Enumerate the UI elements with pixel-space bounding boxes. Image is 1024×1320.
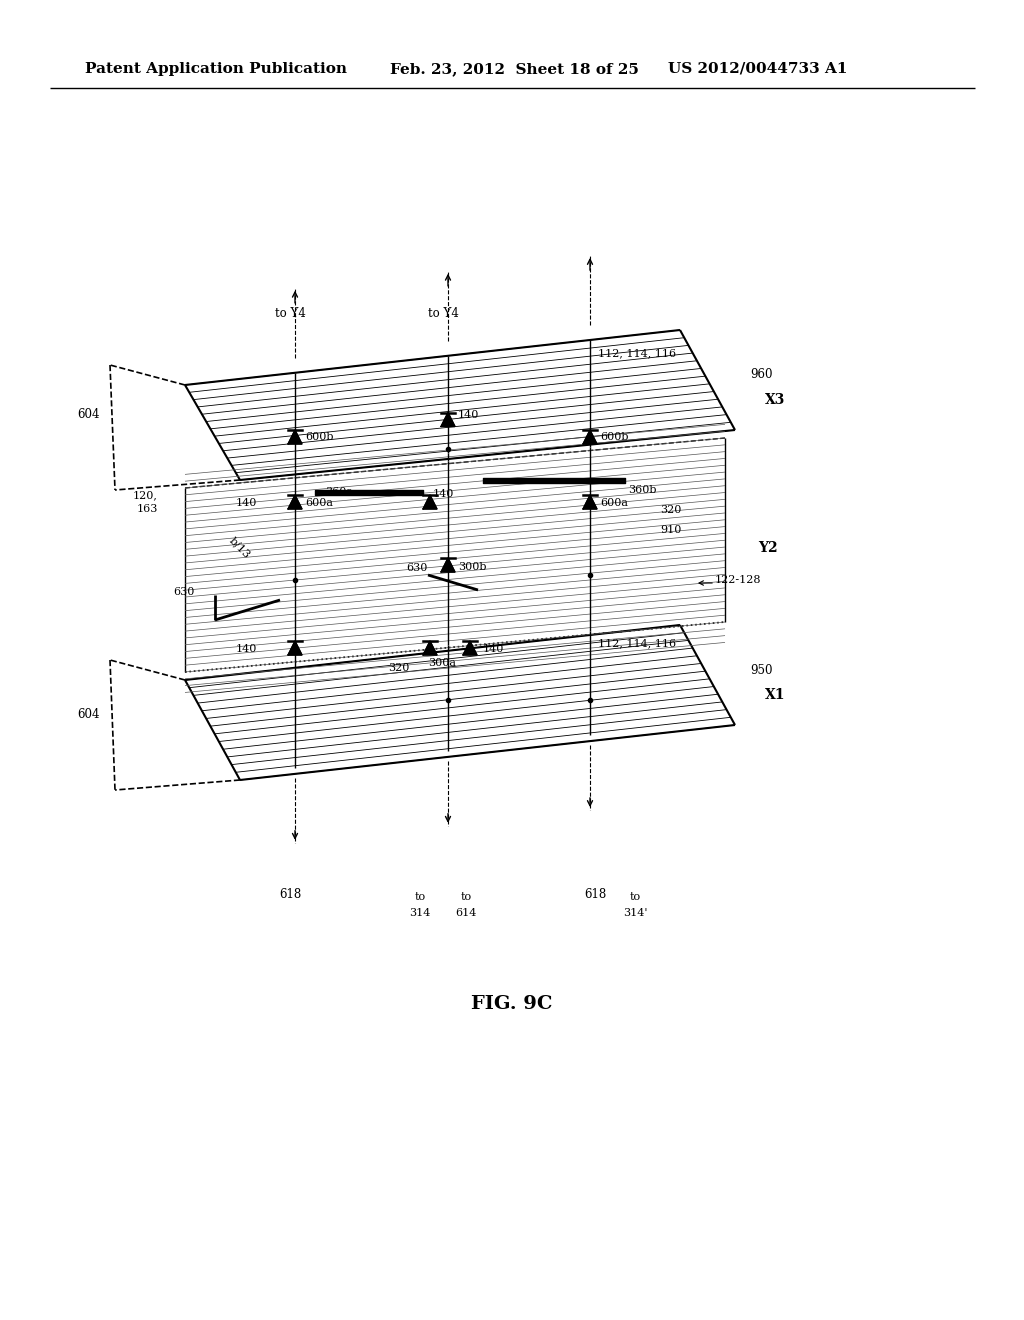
Text: 600b: 600b	[600, 432, 629, 442]
Text: 320: 320	[388, 663, 410, 673]
Text: 320: 320	[660, 506, 681, 515]
Text: Y2: Y2	[758, 541, 777, 554]
Polygon shape	[288, 430, 302, 444]
Text: X3: X3	[765, 393, 785, 407]
Polygon shape	[423, 495, 437, 510]
Text: Patent Application Publication: Patent Application Publication	[85, 62, 347, 77]
Text: 314: 314	[410, 908, 431, 917]
Text: 112, 114, 116: 112, 114, 116	[598, 348, 676, 358]
Text: 618: 618	[279, 888, 301, 902]
Text: 950: 950	[750, 664, 772, 676]
Text: 140: 140	[458, 411, 479, 421]
Polygon shape	[288, 495, 302, 510]
Text: to: to	[415, 892, 426, 902]
Text: 140: 140	[236, 644, 257, 653]
Text: to: to	[630, 892, 641, 902]
Polygon shape	[423, 642, 437, 655]
Text: 604: 604	[78, 408, 100, 421]
Polygon shape	[583, 495, 597, 510]
Text: 314': 314'	[623, 908, 647, 917]
Text: 140: 140	[483, 644, 505, 653]
Polygon shape	[463, 642, 477, 655]
Text: 360b: 360b	[628, 484, 656, 495]
Text: 112, 114, 116: 112, 114, 116	[598, 638, 676, 648]
Text: FIG. 9C: FIG. 9C	[471, 995, 553, 1012]
Text: to Y4: to Y4	[274, 308, 305, 319]
Text: US 2012/0044733 A1: US 2012/0044733 A1	[668, 62, 848, 77]
Text: X1: X1	[765, 688, 785, 702]
Text: 140: 140	[433, 488, 455, 499]
Polygon shape	[441, 558, 455, 572]
Text: Feb. 23, 2012  Sheet 18 of 25: Feb. 23, 2012 Sheet 18 of 25	[390, 62, 639, 77]
Text: 600b: 600b	[305, 432, 334, 442]
Text: 614: 614	[456, 908, 477, 917]
Text: 300a: 300a	[428, 657, 456, 668]
Text: to: to	[461, 892, 472, 902]
Polygon shape	[583, 430, 597, 444]
Text: 360a: 360a	[325, 487, 353, 498]
Text: 630: 630	[174, 587, 195, 597]
Text: 300b: 300b	[458, 562, 486, 572]
Polygon shape	[441, 412, 455, 426]
Text: 618: 618	[584, 888, 606, 902]
Text: 910: 910	[660, 525, 681, 535]
Text: 163: 163	[136, 504, 158, 513]
Text: 600a: 600a	[305, 498, 333, 508]
Text: b/13: b/13	[227, 536, 252, 561]
Text: to Y4: to Y4	[428, 308, 459, 319]
Text: 600a: 600a	[600, 498, 628, 508]
Text: 604: 604	[78, 709, 100, 722]
Text: 122-128: 122-128	[715, 576, 762, 585]
Text: 630: 630	[407, 564, 428, 573]
Text: 120,: 120,	[133, 490, 158, 500]
Polygon shape	[288, 642, 302, 655]
Text: 140: 140	[236, 498, 257, 508]
Text: 960: 960	[750, 368, 772, 381]
